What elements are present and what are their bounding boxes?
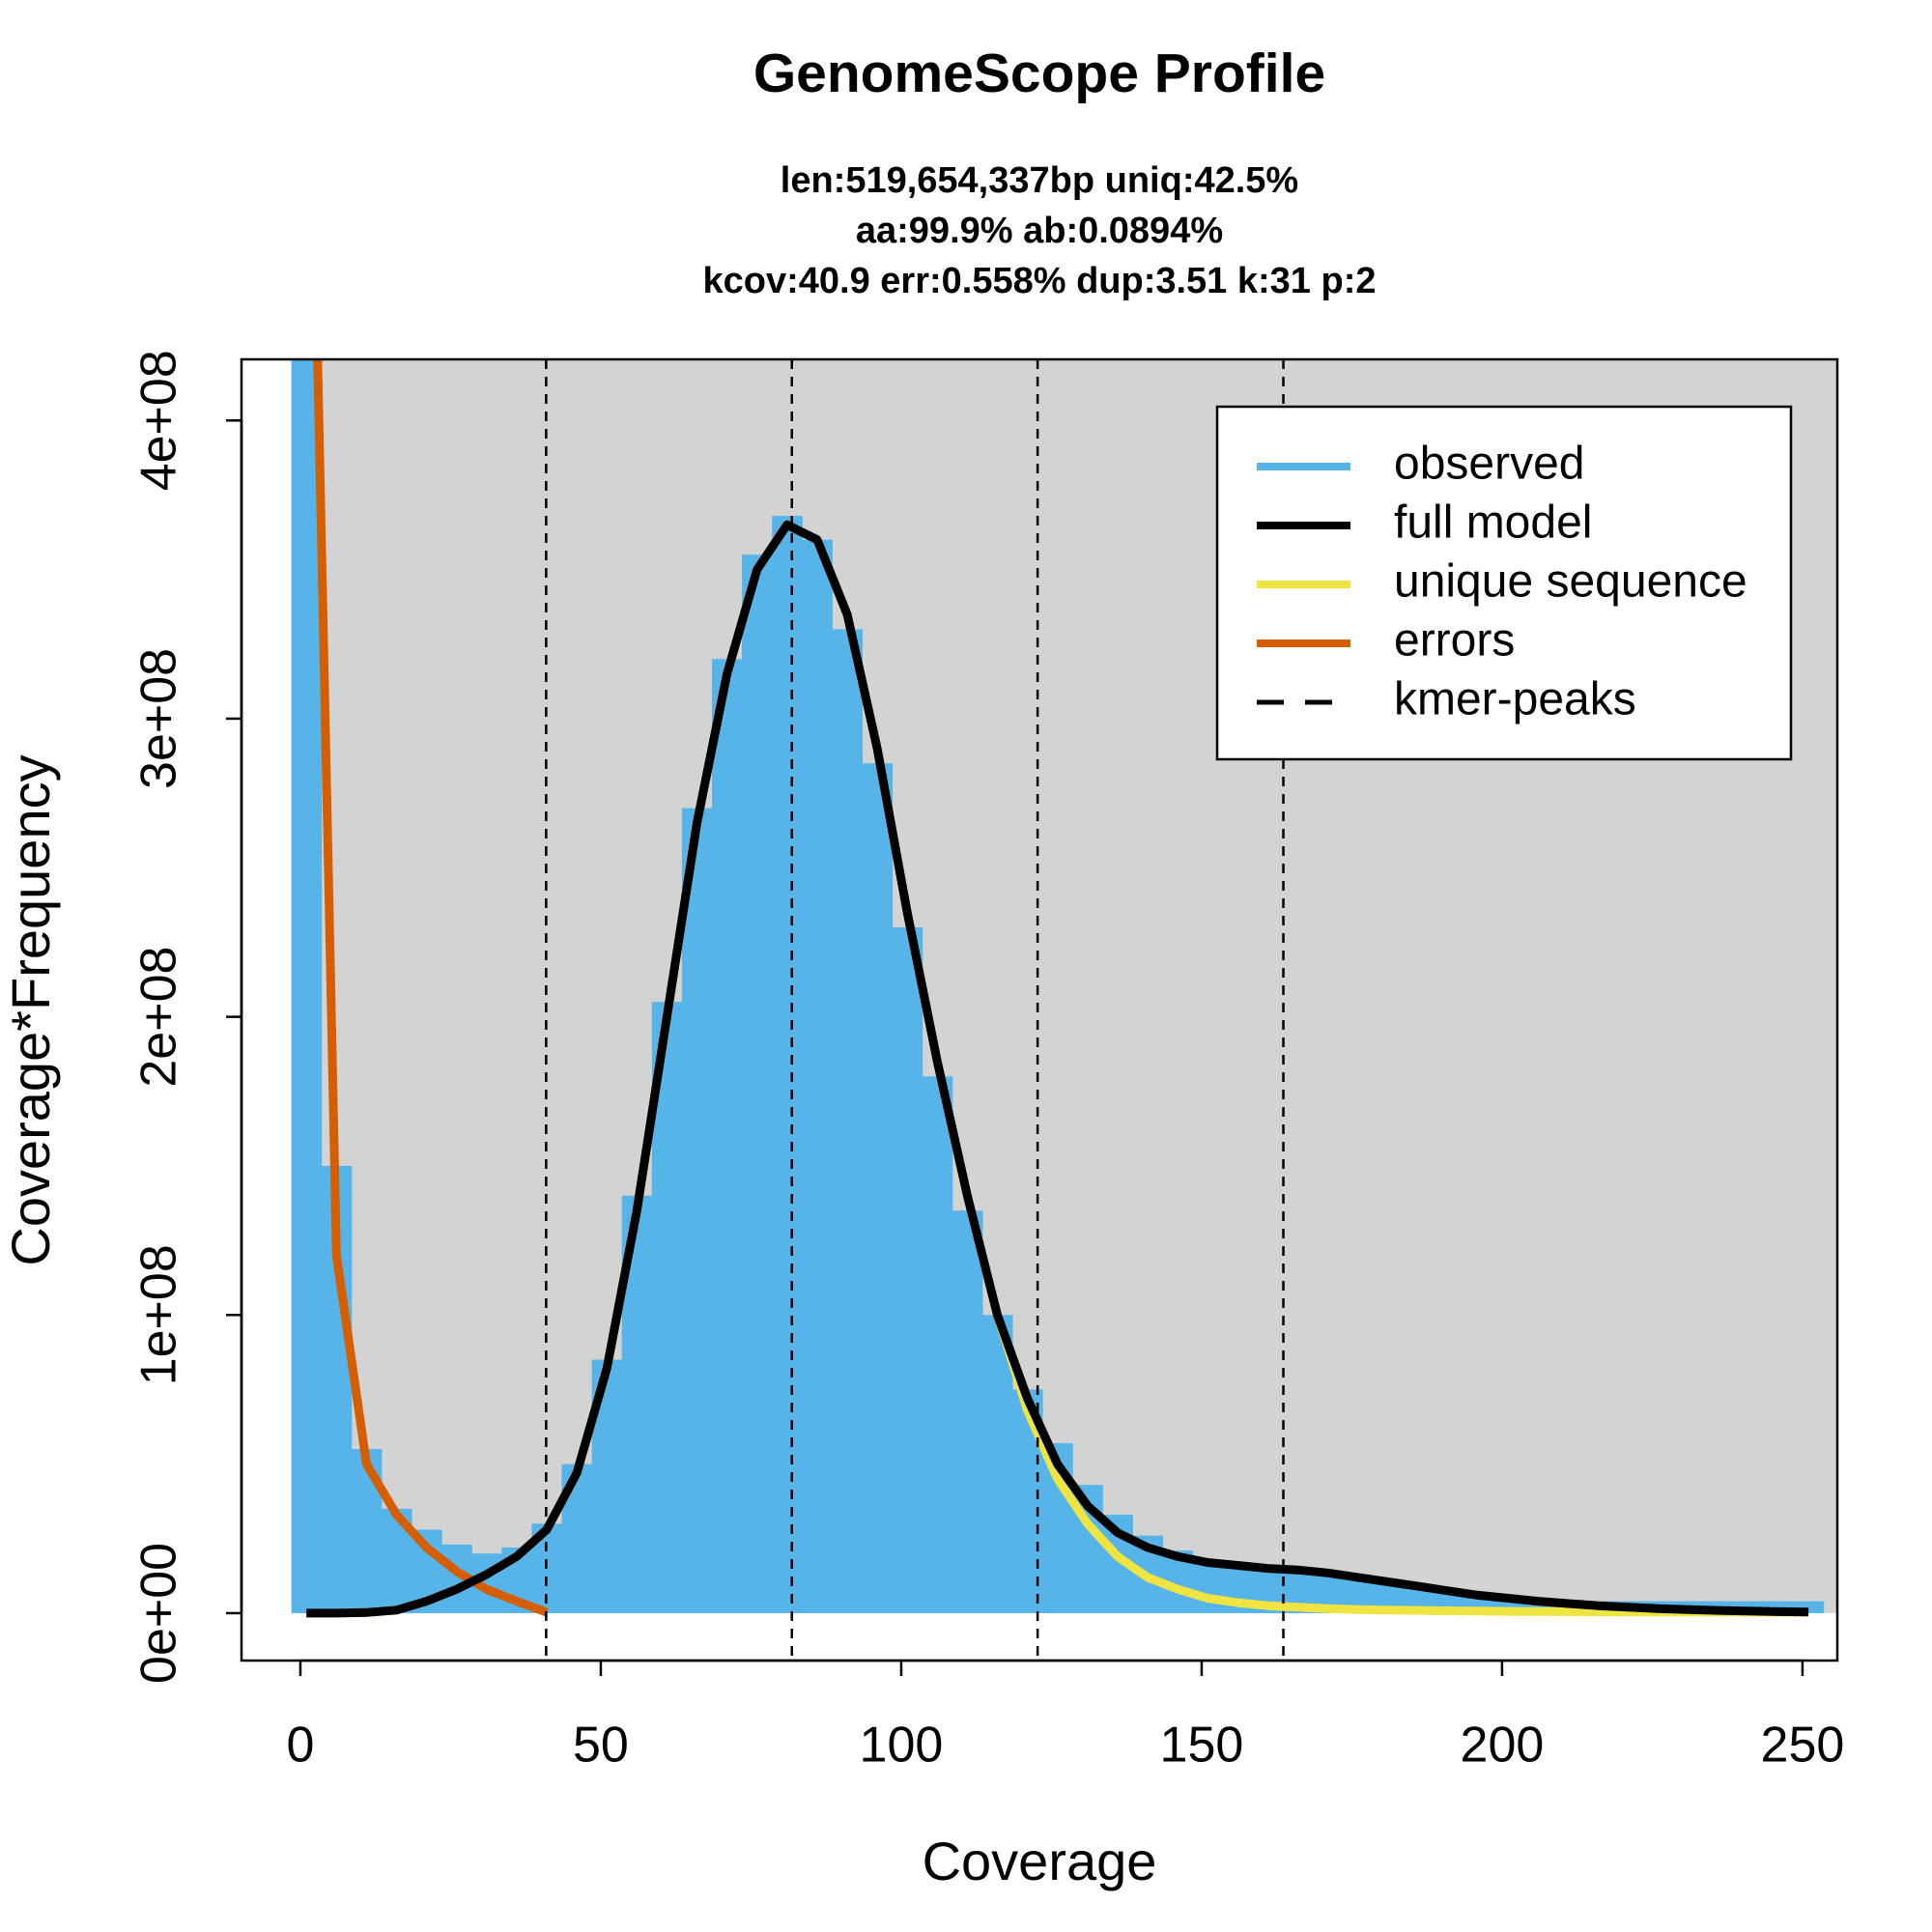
x-axis-label: Coverage	[923, 1831, 1157, 1891]
x-tick-label: 0	[286, 1718, 314, 1774]
legend-label: full model	[1394, 497, 1592, 549]
axes: 0 50 100 150 200 250 0e+00 1e+08 2e+08 3e+08 4e+08…	[131, 350, 1845, 1773]
x-tick-label: 100	[860, 1718, 944, 1774]
subtitle: aa:99.9% ab:0.0894%	[856, 211, 1223, 251]
observed-bar	[772, 516, 803, 1613]
y-tick-label: 1e+08	[131, 1244, 187, 1385]
legend-label: kmer-peaks	[1394, 674, 1636, 725]
x-tick-label: 50	[573, 1718, 629, 1774]
observed-bar	[922, 1076, 953, 1613]
series-line	[313, 359, 549, 1617]
subtitle: kcov:40.9 err:0.558% dup:3.51 k:31 p:2	[702, 261, 1376, 301]
observed-bar	[802, 539, 833, 1613]
y-tick-label: 4e+08	[131, 350, 187, 491]
y-axis-label: Coverage*Frequency	[0, 754, 61, 1265]
y-tick-label: 3e+08	[131, 648, 187, 789]
legend-label: unique sequence	[1394, 556, 1747, 608]
y-tick-label: 0e+00	[131, 1543, 187, 1684]
observed-bar	[712, 659, 743, 1613]
chart-title: GenomeScope Profile	[753, 43, 1325, 104]
observed-bar	[351, 1449, 383, 1613]
observed-bar	[952, 1210, 983, 1613]
x-tick-label: 150	[1160, 1718, 1244, 1774]
observed-bar	[291, 359, 323, 1613]
observed-bar	[1192, 1559, 1224, 1613]
x-tick-label: 250	[1761, 1718, 1845, 1774]
observed-bar	[832, 629, 864, 1613]
observed-bar	[742, 554, 773, 1613]
legend-label: errors	[1394, 615, 1515, 667]
observed-bar	[681, 808, 713, 1613]
y-tick-label: 2e+08	[131, 947, 187, 1088]
series-line	[306, 520, 1809, 1618]
observed-bar	[981, 1315, 1013, 1613]
legend-label: observed	[1394, 439, 1584, 490]
observed-bar	[862, 763, 894, 1613]
x-tick-label: 200	[1461, 1718, 1545, 1774]
subtitle: len:519,654,337bp uniq:42.5%	[781, 160, 1298, 201]
observed-bar	[892, 927, 923, 1613]
